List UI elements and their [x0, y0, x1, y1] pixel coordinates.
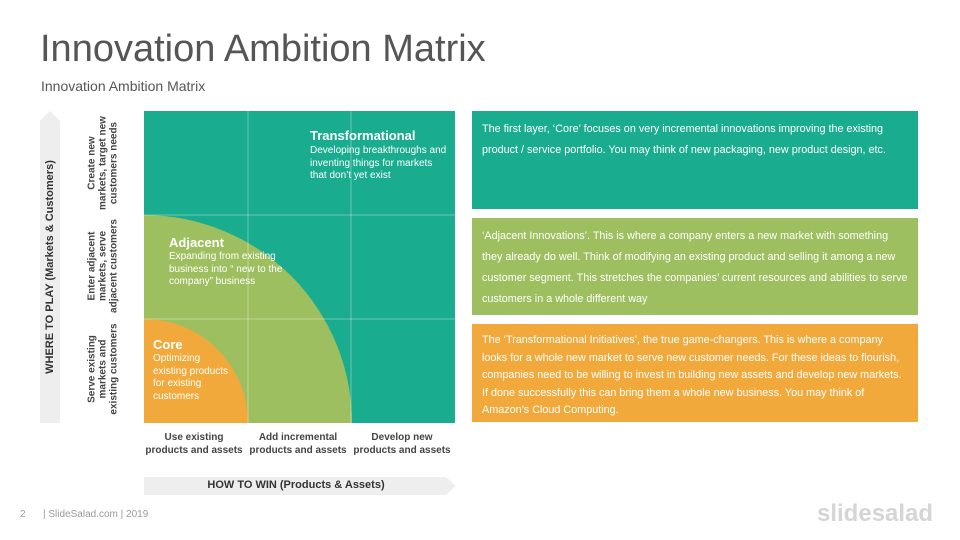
adjacent-info-box: ‘Adjacent Innovations’. This is where a … — [472, 218, 918, 315]
row-label-new-markets: Create new markets, target new customers… — [86, 116, 120, 210]
column-label-incremental-products: Add incremental products and assets — [249, 432, 347, 456]
slide-title: Innovation Ambition Matrix — [40, 28, 486, 70]
x-axis-label: HOW TO WIN (Products & Assets) — [207, 479, 385, 491]
adjacent-description: Expanding from existing business into “ … — [169, 251, 283, 287]
core-zone — [144, 319, 248, 423]
slide-subtitle: Innovation Ambition Matrix — [41, 78, 206, 94]
footer-text: | SlideSalad.com | 2019 — [43, 509, 149, 520]
adjacent-title: Adjacent — [169, 235, 224, 250]
row-label-adjacent-markets: Enter adjacent markets, serve adjacent c… — [86, 219, 120, 313]
y-axis-arrow — [40, 111, 60, 423]
ambition-matrix — [144, 111, 455, 423]
core-description: Optimizing existing products for existin… — [153, 353, 229, 402]
x-axis-arrow — [144, 477, 456, 495]
matrix-graphic — [144, 111, 455, 423]
transformational-info-box: The ‘Transformational Initiatives’, the … — [472, 324, 918, 422]
core-info-box: The first layer, ‘Core’ focuses on very … — [472, 111, 918, 209]
transformational-title: Transformational — [310, 128, 416, 143]
page-number: 2 — [20, 509, 26, 520]
brand-logo: slidesalad — [817, 500, 934, 527]
y-axis-label: WHERE TO PLAY (Markets & Customers) — [44, 160, 56, 374]
core-title: Core — [153, 337, 183, 352]
transformational-description: Developing breakthroughs and inventing t… — [310, 145, 447, 181]
column-label-existing-products: Use existing products and assets — [145, 432, 243, 456]
row-label-existing-markets: Serve existing markets and existing cust… — [86, 323, 120, 415]
column-label-new-products: Develop new products and assets — [353, 432, 451, 456]
